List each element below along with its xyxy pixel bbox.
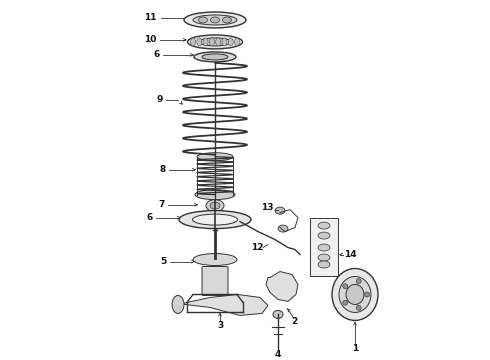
- Ellipse shape: [210, 202, 220, 209]
- Ellipse shape: [365, 292, 369, 297]
- Ellipse shape: [194, 52, 236, 62]
- Ellipse shape: [356, 279, 361, 284]
- Text: 10: 10: [144, 35, 156, 44]
- Ellipse shape: [318, 244, 330, 251]
- Ellipse shape: [318, 222, 330, 229]
- Text: 3: 3: [217, 321, 223, 330]
- Ellipse shape: [188, 35, 243, 49]
- Text: 7: 7: [159, 200, 165, 209]
- Ellipse shape: [195, 190, 235, 200]
- Text: 1: 1: [352, 344, 358, 353]
- Text: 13: 13: [261, 203, 273, 212]
- Ellipse shape: [346, 284, 364, 305]
- Ellipse shape: [332, 269, 378, 320]
- Ellipse shape: [222, 38, 227, 46]
- FancyBboxPatch shape: [202, 266, 228, 296]
- Ellipse shape: [199, 38, 231, 46]
- Text: 6: 6: [147, 213, 153, 222]
- Bar: [310, 217, 338, 275]
- Ellipse shape: [211, 17, 220, 23]
- Ellipse shape: [356, 305, 361, 310]
- Ellipse shape: [273, 310, 283, 319]
- Ellipse shape: [184, 12, 246, 28]
- Ellipse shape: [203, 38, 208, 46]
- Ellipse shape: [191, 38, 196, 46]
- Ellipse shape: [343, 284, 348, 289]
- Ellipse shape: [197, 153, 233, 161]
- Ellipse shape: [275, 207, 285, 214]
- Ellipse shape: [318, 261, 330, 268]
- Ellipse shape: [278, 225, 288, 232]
- Text: 12: 12: [251, 243, 263, 252]
- Text: 14: 14: [343, 250, 356, 259]
- Ellipse shape: [235, 38, 240, 46]
- Ellipse shape: [193, 253, 237, 266]
- Text: 9: 9: [157, 95, 163, 104]
- Ellipse shape: [343, 300, 348, 305]
- Ellipse shape: [193, 214, 238, 225]
- Ellipse shape: [206, 200, 224, 212]
- Ellipse shape: [318, 232, 330, 239]
- Polygon shape: [266, 271, 298, 301]
- Text: 11: 11: [144, 13, 156, 22]
- Ellipse shape: [198, 17, 207, 23]
- Text: 4: 4: [275, 350, 281, 359]
- Ellipse shape: [197, 38, 202, 46]
- Polygon shape: [178, 294, 268, 315]
- Ellipse shape: [228, 38, 233, 46]
- Ellipse shape: [339, 276, 371, 312]
- Ellipse shape: [318, 254, 330, 261]
- Ellipse shape: [172, 296, 184, 314]
- Text: 5: 5: [160, 257, 166, 266]
- Ellipse shape: [216, 38, 220, 46]
- Ellipse shape: [193, 15, 237, 25]
- Ellipse shape: [202, 54, 228, 60]
- Ellipse shape: [209, 38, 214, 46]
- Text: 2: 2: [291, 317, 297, 326]
- Text: 6: 6: [154, 50, 160, 59]
- Ellipse shape: [222, 17, 231, 23]
- Text: 8: 8: [160, 165, 166, 174]
- Ellipse shape: [179, 211, 251, 229]
